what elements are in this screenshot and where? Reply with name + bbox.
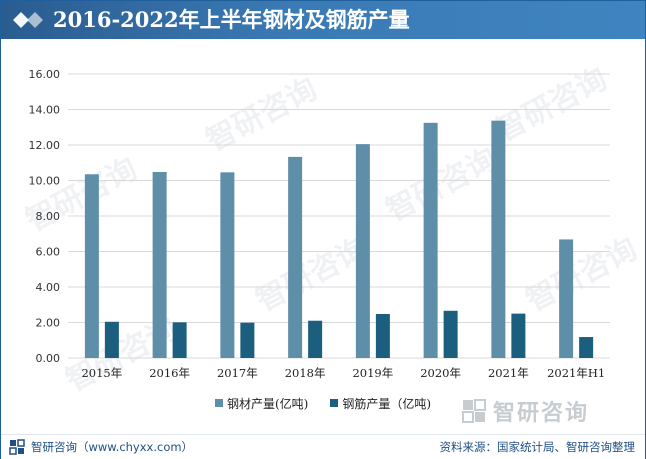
y-axis: 0.00 2.00 4.00 6.00 8.00 10.00 12.00 14.00 16.00 (29, 68, 61, 365)
y-tick-label: 10.00 (29, 175, 61, 188)
x-tick-label: 2020年 (420, 366, 461, 380)
bar-rebar (375, 313, 390, 358)
bar-steel (220, 172, 235, 358)
x-tick-label: 2018年 (285, 366, 326, 380)
bar-rebar (511, 313, 526, 358)
bar-rebar (172, 322, 187, 358)
legend-item: 钢材产量(亿吨) (214, 393, 309, 413)
bar-steel (288, 156, 303, 358)
y-tick-label: 0.00 (36, 352, 61, 365)
footer-left-text: 智研咨询（www.chyxx.com） (31, 440, 194, 454)
x-tick-label: 2019年 (352, 366, 393, 380)
footer: 智研咨询（www.chyxx.com） 资料来源：国家统计局、智研咨询整理 (1, 434, 645, 459)
legend-item: 钢筋产量（亿吨) (330, 393, 431, 413)
y-tick-label: 16.00 (29, 68, 61, 81)
x-tick-label: 2016年 (149, 366, 190, 380)
y-tick-label: 4.00 (36, 281, 61, 294)
footer-source-site: 智研咨询（www.chyxx.com） (9, 439, 193, 455)
footer-source-note: 资料来源：国家统计局、智研咨询整理 (439, 440, 636, 454)
y-tick-label: 14.00 (29, 104, 61, 117)
brand-logo-text: 智研咨询 (493, 401, 590, 426)
legend-swatch (330, 399, 339, 407)
bar-steel (84, 174, 99, 358)
bar-steel (152, 171, 167, 358)
x-tick-label: 2021年H1 (547, 366, 605, 380)
x-tick-label: 2015年 (81, 366, 122, 380)
bar-steel (355, 144, 370, 358)
legend-label: 钢筋产量（亿吨) (342, 396, 432, 411)
x-tick-label: 2021年 (488, 366, 529, 380)
x-tick-label: 2017年 (217, 366, 258, 380)
brand-logo-icon (462, 399, 486, 423)
diamond-icon (13, 12, 43, 28)
bar-rebar (240, 322, 255, 358)
bar-rebar (308, 320, 323, 358)
bar-chart: 0.00 2.00 4.00 6.00 8.00 10.00 12.00 14.00 16.00… (29, 68, 610, 380)
bars (84, 120, 594, 359)
brand-logo: 智研咨询 (461, 396, 589, 426)
legend-label: 钢材产量(亿吨) (226, 396, 309, 411)
footer-logo-icon (9, 439, 25, 455)
bar-rebar (443, 310, 458, 358)
chart-title: 2016-2022年上半年钢材及钢筋产量 (53, 7, 410, 32)
y-tick-label: 6.00 (36, 246, 61, 259)
gridlines (68, 73, 610, 359)
y-tick-label: 8.00 (36, 210, 61, 223)
x-axis: 2015年 2016年 2017年 2018年 2019年 2020年 2021年 2021年… (81, 366, 605, 380)
y-tick-label: 12.00 (29, 139, 61, 152)
legend: 钢材产量(亿吨) 钢筋产量（亿吨) (0, 393, 646, 413)
title-bar: 2016-2022年上半年钢材及钢筋产量 (1, 1, 645, 39)
bar-steel (423, 122, 438, 358)
bar-steel (491, 120, 506, 359)
bar-steel (559, 239, 574, 358)
bar-rebar (104, 321, 119, 358)
legend-swatch (214, 399, 223, 407)
y-tick-label: 2.00 (36, 317, 61, 330)
bar-rebar (579, 337, 594, 358)
